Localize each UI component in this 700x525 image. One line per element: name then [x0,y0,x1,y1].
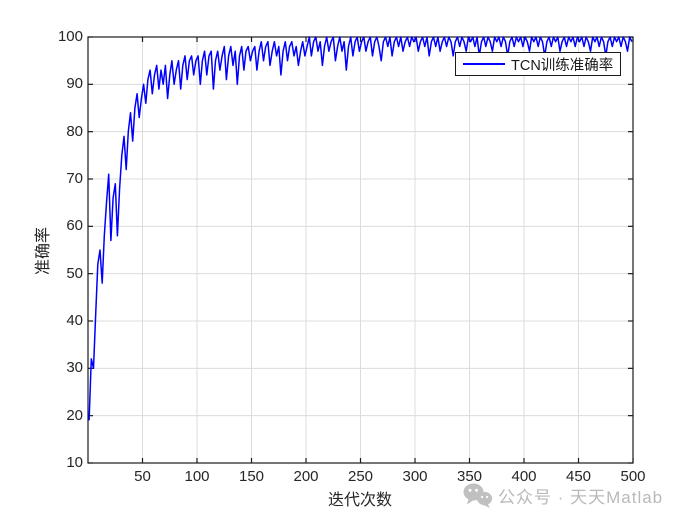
y-axis-label: 准确率 [35,227,52,276]
watermark-text: 公众号 · 天天Matlab [498,488,664,507]
x-axis-label: 迭代次数 [327,492,392,509]
accuracy-curve [88,36,633,421]
legend-entry-label: TCN训练准确率 [511,57,614,74]
wechat-icon [463,483,493,508]
legend-line-sample [463,62,505,66]
watermark: 公众号 · 天天Matlab [462,482,663,509]
legend: TCN训练准确率 [455,52,621,76]
